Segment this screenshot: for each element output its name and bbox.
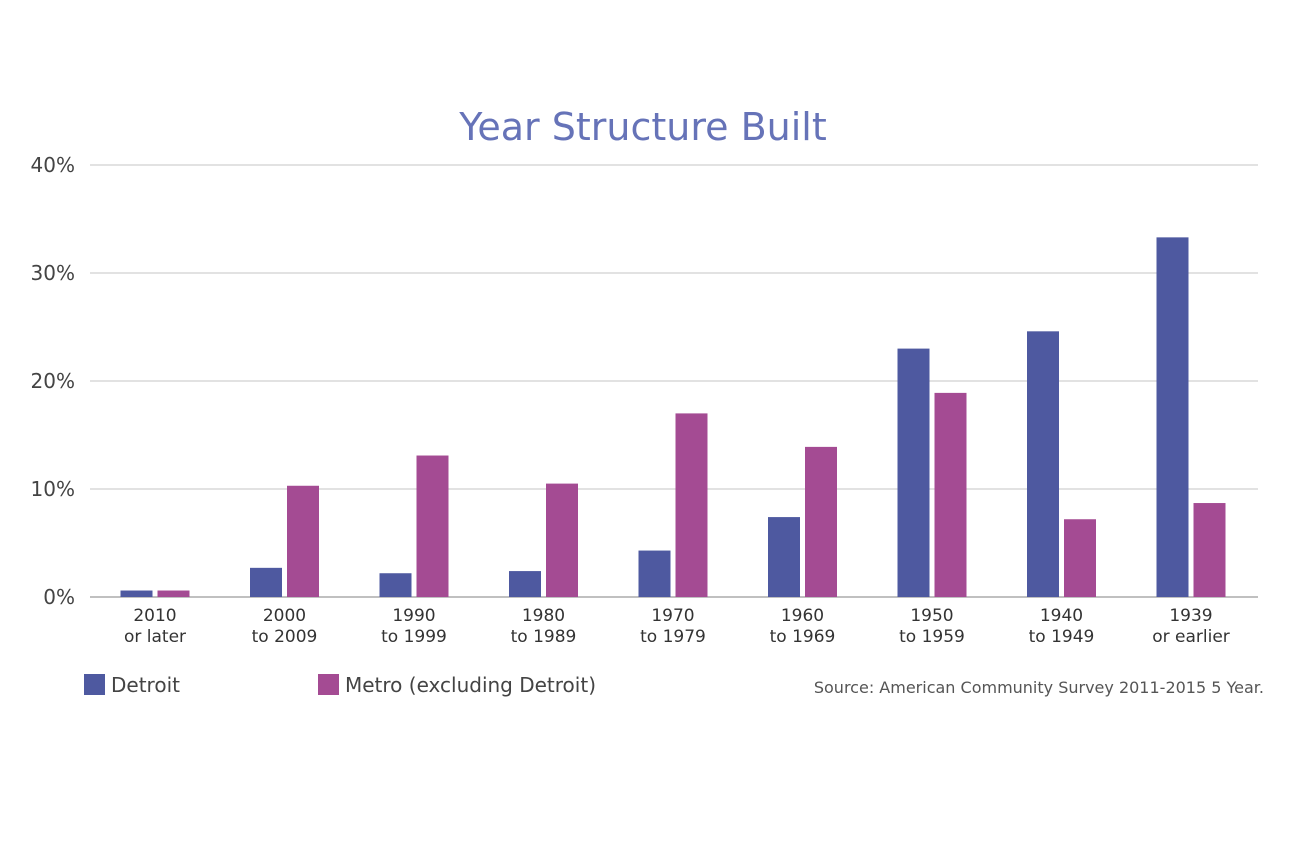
x-tick-label: 1980 to 1989 [511, 606, 577, 647]
bar-metro [805, 446, 837, 597]
bar-detroit [1027, 331, 1059, 597]
x-axis-tick-labels: 2010 or later 2000 to 2009 1990 to 1999 1980 to… [124, 606, 1230, 647]
bar-detroit [509, 571, 541, 597]
bars [120, 237, 1226, 598]
chart-title: Year Structure Built [458, 105, 827, 149]
y-tick-label: 0% [43, 585, 75, 609]
bar-metro [416, 455, 449, 597]
bar-detroit [638, 550, 671, 597]
bar-detroit [250, 567, 282, 597]
bar-detroit [897, 348, 930, 597]
x-tick-label: 1950 to 1959 [899, 606, 965, 647]
gridlines [90, 164, 1258, 598]
x-tick-label: 1990 to 1999 [381, 606, 447, 647]
bar-detroit [1156, 237, 1189, 598]
bar-detroit [379, 573, 412, 597]
bar-metro [1064, 519, 1096, 597]
bar-metro [1193, 503, 1226, 597]
legend: Detroit Metro (excluding Detroit) [84, 673, 596, 697]
y-tick-label: 10% [31, 477, 75, 501]
y-tick-label: 20% [31, 369, 75, 393]
legend-label-detroit: Detroit [111, 673, 180, 697]
x-tick-label: 1939 or earlier [1152, 606, 1230, 647]
legend-swatch-detroit [84, 674, 105, 695]
y-tick-label: 30% [31, 261, 75, 285]
x-tick-label: 1940 to 1949 [1029, 606, 1095, 647]
bar-detroit [120, 590, 153, 597]
bar-metro [157, 590, 190, 597]
x-tick-label: 1970 to 1979 [640, 606, 706, 647]
bar-metro [546, 483, 578, 597]
bar-metro [287, 485, 319, 597]
y-axis-tick-labels: 0% 10% 20% 30% 40% [31, 153, 75, 609]
x-tick-label: 2010 or later [124, 606, 186, 647]
bar-metro [675, 413, 708, 597]
legend-swatch-metro [318, 674, 339, 695]
bar-metro [934, 392, 967, 597]
y-tick-label: 40% [31, 153, 75, 177]
x-tick-label: 1960 to 1969 [770, 606, 836, 647]
bar-detroit [768, 517, 800, 597]
source-note: Source: American Community Survey 2011-2… [814, 678, 1264, 697]
legend-label-metro: Metro (excluding Detroit) [345, 673, 596, 697]
x-tick-label: 2000 to 2009 [252, 606, 318, 647]
